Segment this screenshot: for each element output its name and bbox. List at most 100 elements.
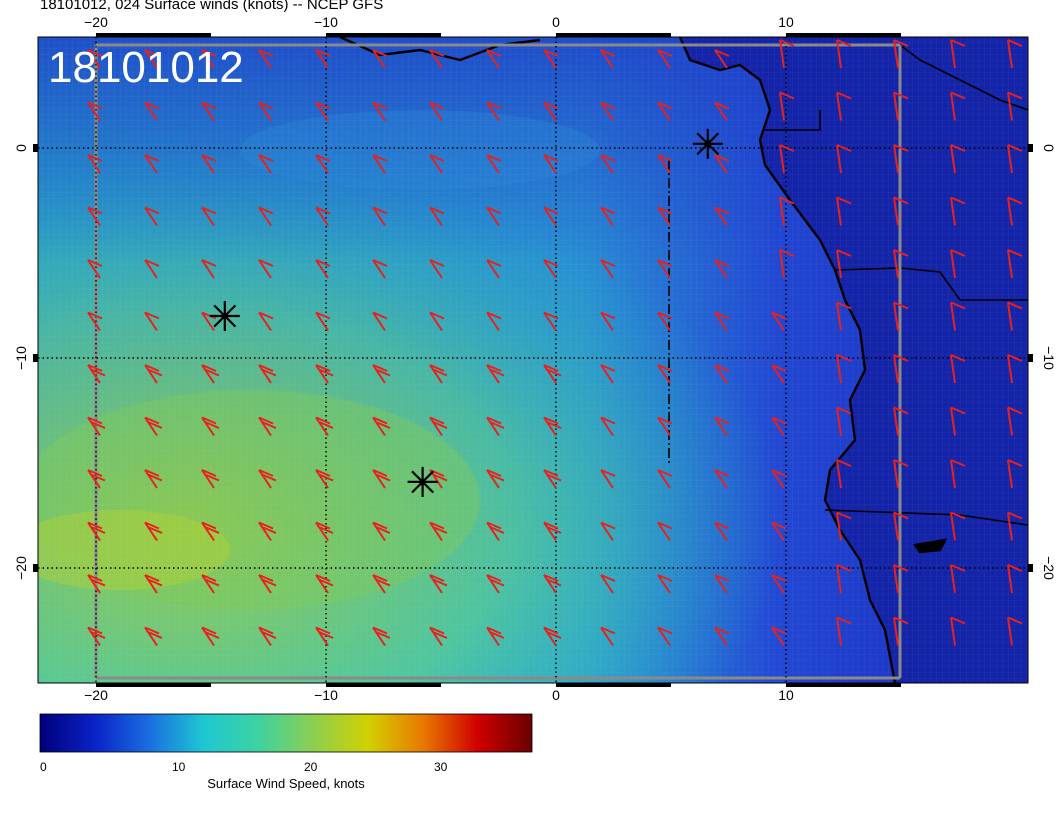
wind-barb bbox=[144, 626, 163, 647]
wind-barb bbox=[486, 364, 505, 384]
wind-barb bbox=[87, 469, 106, 489]
wind-barb bbox=[201, 49, 217, 69]
wind-barb bbox=[201, 574, 220, 594]
wind-barb bbox=[836, 91, 852, 121]
wind-barb bbox=[600, 154, 616, 174]
wind-barb bbox=[258, 469, 277, 489]
lon-tick-label: −10 bbox=[314, 14, 338, 30]
wind-barb bbox=[950, 406, 966, 436]
wind-barb bbox=[315, 206, 331, 227]
wind-barb bbox=[714, 469, 730, 489]
wind-barb bbox=[1007, 354, 1023, 384]
wind-barb bbox=[144, 206, 160, 227]
wind-barb bbox=[543, 206, 559, 227]
lat-tick-label: 0 bbox=[1041, 144, 1056, 152]
wind-barb bbox=[144, 521, 163, 542]
wind-barb bbox=[201, 521, 220, 542]
wind-barb bbox=[657, 626, 673, 647]
wind-barb bbox=[144, 311, 160, 332]
lat-tick-label: −20 bbox=[13, 556, 29, 580]
wind-barb bbox=[87, 574, 106, 594]
wind-barb bbox=[201, 154, 217, 174]
wind-barb bbox=[543, 626, 562, 647]
wind-barb bbox=[486, 101, 502, 122]
wind-barb bbox=[771, 469, 787, 489]
wind-barb bbox=[600, 49, 616, 69]
colorbar-tick-label: 20 bbox=[304, 760, 318, 774]
wind-barb bbox=[201, 206, 217, 227]
edge-tick-bar bbox=[96, 33, 211, 37]
wind-barb bbox=[657, 364, 673, 384]
wind-barb bbox=[258, 49, 274, 69]
wind-barb bbox=[893, 511, 909, 541]
wind-barbs bbox=[87, 39, 1023, 647]
wind-barb bbox=[429, 416, 448, 437]
lon-tick-label: −20 bbox=[84, 687, 108, 703]
wind-barb bbox=[201, 259, 217, 279]
wind-barb bbox=[836, 406, 852, 436]
wind-barb bbox=[950, 144, 966, 174]
wind-barb bbox=[950, 196, 966, 226]
wind-barb bbox=[714, 364, 730, 384]
wind-barb bbox=[258, 206, 274, 227]
wind-barb bbox=[600, 206, 616, 227]
wind-barb bbox=[657, 49, 673, 69]
wind-barb bbox=[372, 259, 388, 279]
edge-tick-bar bbox=[786, 33, 901, 37]
edge-tick-bar bbox=[786, 683, 901, 687]
wind-barb bbox=[836, 616, 852, 646]
wind-barb bbox=[714, 101, 730, 122]
wind-barb bbox=[657, 101, 673, 122]
map-stamp: 18101012 bbox=[48, 43, 244, 92]
wind-barb bbox=[429, 154, 445, 174]
wind-barb bbox=[657, 206, 673, 227]
wind-barb bbox=[836, 249, 852, 279]
edge-tick-bar bbox=[33, 564, 38, 572]
wind-barb bbox=[836, 39, 852, 69]
wind-barb bbox=[543, 49, 559, 69]
wind-barb bbox=[87, 364, 106, 384]
wind-barb bbox=[429, 206, 445, 227]
wind-barb bbox=[258, 154, 274, 174]
wind-barb bbox=[258, 101, 274, 122]
wind-barb bbox=[950, 39, 966, 69]
wind-barb bbox=[543, 574, 562, 594]
colorbar-tick-label: 0 bbox=[40, 760, 47, 774]
wind-barb bbox=[893, 406, 909, 436]
edge-tick-bar bbox=[33, 354, 38, 362]
wind-barb bbox=[543, 416, 562, 437]
lon-tick-label: 10 bbox=[778, 14, 794, 30]
colorbar-title: Surface Wind Speed, knots bbox=[207, 776, 365, 791]
wind-barb bbox=[1007, 196, 1023, 226]
wind-barb bbox=[950, 616, 966, 646]
wind-barb bbox=[779, 91, 795, 121]
wind-barb bbox=[372, 154, 388, 174]
wind-barb bbox=[893, 39, 909, 69]
edge-tick-bar bbox=[326, 683, 441, 687]
wind-barb bbox=[836, 301, 852, 331]
wind-barb bbox=[429, 521, 448, 542]
station-markers bbox=[209, 128, 723, 497]
wind-barb bbox=[771, 416, 787, 437]
wind-barb bbox=[1007, 616, 1023, 646]
wind-barb bbox=[893, 196, 909, 226]
wind-barb bbox=[486, 574, 505, 594]
wind-barb bbox=[258, 416, 277, 437]
wind-barb bbox=[201, 101, 217, 122]
wind-barb bbox=[87, 521, 106, 542]
wind-barb bbox=[714, 206, 730, 227]
wind-barb bbox=[836, 459, 852, 489]
edge-tick-bar bbox=[1028, 144, 1033, 152]
wind-barb bbox=[144, 416, 163, 437]
wind-barb bbox=[543, 154, 559, 174]
wind-barb bbox=[1007, 91, 1023, 121]
wind-barb bbox=[144, 154, 160, 174]
wind-barb bbox=[1007, 301, 1023, 331]
wind-barb bbox=[950, 511, 966, 541]
wind-barb bbox=[543, 364, 562, 384]
wind-barb bbox=[1007, 511, 1023, 541]
wind-barb bbox=[779, 196, 795, 226]
wind-barb bbox=[201, 364, 220, 384]
wind-barb bbox=[543, 311, 559, 332]
